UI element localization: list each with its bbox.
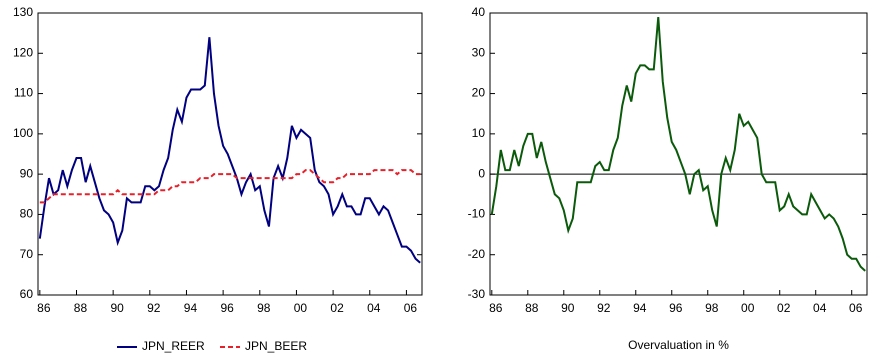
y-tick-label: 90 xyxy=(20,166,34,180)
y-tick-label: 40 xyxy=(472,5,486,19)
y-tick-label: -20 xyxy=(468,247,486,261)
x-tick-label: 94 xyxy=(184,301,198,315)
x-tick-label: 04 xyxy=(813,301,827,315)
x-tick-label: 94 xyxy=(633,301,647,315)
x-tick-label: 96 xyxy=(669,301,683,315)
y-tick-label: 30 xyxy=(472,45,486,59)
y-tick-label: -30 xyxy=(468,287,486,301)
legend-label: JPN_BEER xyxy=(245,339,307,353)
y-tick-label: 120 xyxy=(13,45,33,59)
x-tick-label: 90 xyxy=(110,301,124,315)
x-tick-label: 06 xyxy=(849,301,863,315)
series-line xyxy=(38,37,421,264)
y-tick-label: 10 xyxy=(472,126,486,140)
x-tick-label: 92 xyxy=(147,301,161,315)
y-tick-label: -10 xyxy=(468,207,486,221)
legend-label: JPN_REER xyxy=(142,339,205,353)
y-tick-label: 0 xyxy=(478,166,485,180)
x-tick-label: 86 xyxy=(37,301,51,315)
plot-frame xyxy=(37,12,423,296)
x-tick-label: 98 xyxy=(705,301,719,315)
x-tick-label: 98 xyxy=(257,301,271,315)
y-tick-label: 100 xyxy=(13,126,33,140)
x-tick-label: 88 xyxy=(74,301,88,315)
series-line xyxy=(490,16,866,272)
x-tick-label: 02 xyxy=(777,301,791,315)
plot-frame xyxy=(489,12,868,296)
x-tick-label: 86 xyxy=(489,301,503,315)
x-tick-label: 96 xyxy=(220,301,234,315)
y-tick-label: 130 xyxy=(13,5,33,19)
x-axis-label: Overvaluation in % xyxy=(628,338,729,352)
x-tick-label: 90 xyxy=(561,301,575,315)
y-tick-label: 110 xyxy=(14,86,33,100)
x-tick-label: 06 xyxy=(404,301,418,315)
y-tick-label: 70 xyxy=(20,247,34,261)
series-line xyxy=(39,169,421,204)
x-tick-label: 00 xyxy=(741,301,755,315)
x-tick-label: 92 xyxy=(597,301,611,315)
y-tick-label: 60 xyxy=(20,287,34,301)
x-tick-label: 02 xyxy=(330,301,344,315)
y-tick-label: 20 xyxy=(472,86,486,100)
x-tick-label: 88 xyxy=(525,301,539,315)
x-tick-label: 00 xyxy=(294,301,308,315)
x-tick-label: 04 xyxy=(367,301,381,315)
y-tick-label: 80 xyxy=(20,207,34,221)
